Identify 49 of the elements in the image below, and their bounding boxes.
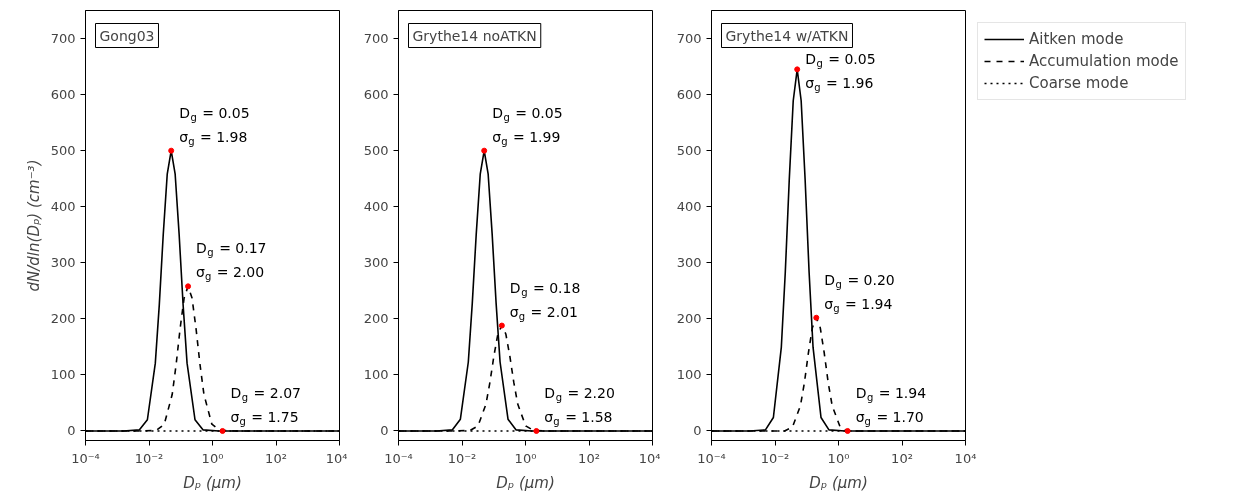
y-tick-label: 400 [50,199,76,215]
legend-label: Accumulation mode [1029,52,1179,70]
x-tick-label: 10⁴ [638,450,661,466]
y-tick-label: 700 [50,31,76,47]
x-tick-label: 10⁰ [827,450,850,466]
y-tick-label: 500 [676,143,702,159]
x-tick-label: 10² [891,450,913,466]
y-tick-label: 100 [676,367,702,383]
x-axis-title: Dₚ (µm) [183,473,242,492]
y-tick-label: 0 [693,423,702,439]
y-tick-label: 400 [676,199,702,215]
y-axis-title: dN/dln(Dₚ) (cm⁻³) [24,159,43,292]
x-tick-label: 10⁰ [201,450,224,466]
x-tick-label: 10⁰ [514,450,537,466]
x-tick-label: 10⁻⁴ [697,450,726,466]
x-tick-label: 10⁻² [760,450,790,466]
legend-label: Aitken mode [1029,30,1124,48]
x-axis-title: Dₚ (µm) [496,473,555,492]
x-tick-label: 10⁻² [447,450,477,466]
y-tick-label: 200 [676,311,702,327]
y-tick-label: 500 [363,143,389,159]
text: Gong03 [99,27,155,44]
x-axis-title: Dₚ (µm) [809,473,868,492]
y-tick-label: 600 [363,87,389,103]
y-tick-label: 300 [50,255,76,271]
legend-label: Coarse mode [1029,74,1129,92]
y-tick-label: 0 [67,423,76,439]
x-tick-label: 10⁴ [325,450,348,466]
text: Grythe14 w/ATKN [725,27,849,44]
x-tick-label: 10⁻⁴ [71,450,100,466]
text: Grythe14 noATKN [412,27,537,44]
y-tick-label: 400 [363,199,389,215]
y-tick-label: 100 [50,367,76,383]
y-tick-label: 700 [676,31,702,47]
x-tick-label: 10² [265,450,287,466]
y-tick-label: 700 [363,31,389,47]
y-tick-label: 200 [50,311,76,327]
y-tick-label: 0 [380,423,389,439]
x-tick-label: 10⁻⁴ [384,450,413,466]
y-tick-label: 300 [363,255,389,271]
y-tick-label: 600 [676,87,702,103]
x-tick-label: 10² [578,450,600,466]
y-tick-label: 600 [50,87,76,103]
x-tick-label: 10⁻² [134,450,164,466]
x-tick-label: 10⁴ [954,450,977,466]
y-tick-label: 500 [50,143,76,159]
y-tick-label: 200 [363,311,389,327]
y-tick-label: 100 [363,367,389,383]
y-tick-label: 300 [676,255,702,271]
